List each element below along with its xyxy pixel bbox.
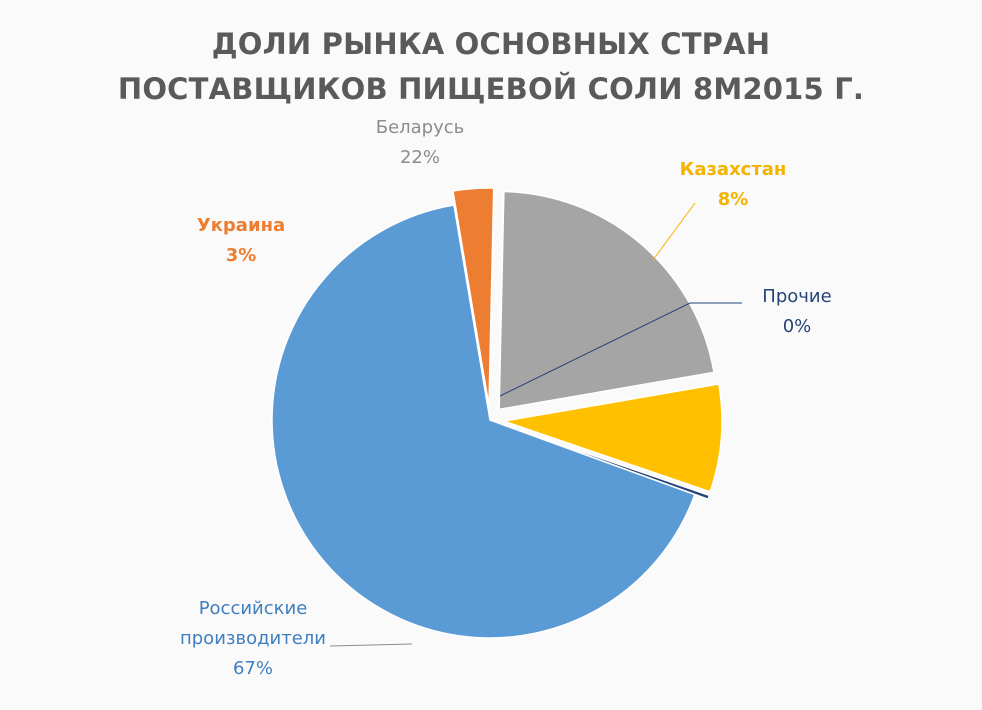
pie-slice-3 bbox=[503, 383, 723, 493]
chart-title: ДОЛИ РЫНКА ОСНОВНЫХ СТРАН ПОСТАВЩИКОВ ПИ… bbox=[0, 22, 982, 112]
data-label-category-1: Украина bbox=[197, 215, 285, 236]
data-label-value-4: 0% bbox=[783, 316, 812, 337]
pie-slice-1 bbox=[452, 187, 495, 407]
leader-line-0 bbox=[329, 643, 413, 647]
slices-layer bbox=[271, 187, 723, 639]
data-label-value-0: 67% bbox=[233, 658, 273, 679]
labels-layer: Российские производители 67% Украина 3% Белар… bbox=[180, 117, 832, 679]
leader-line-4 bbox=[499, 302, 742, 397]
data-label-category-0: производители bbox=[180, 628, 326, 649]
leader-line-3 bbox=[652, 202, 696, 261]
data-label-category-2: Беларусь bbox=[376, 117, 465, 138]
data-label-value-1: 3% bbox=[226, 245, 257, 266]
data-label-value-3: 8% bbox=[718, 189, 749, 210]
data-label-category-3: Казахстан bbox=[680, 159, 787, 180]
pie-slice-4 bbox=[502, 423, 711, 501]
pie-slice-2 bbox=[498, 190, 715, 411]
data-label-category-4: Прочие bbox=[762, 286, 831, 307]
leader-lines-layer bbox=[329, 202, 742, 647]
data-label-value-2: 22% bbox=[400, 147, 440, 168]
chart-title-line-2: ПОСТАВЩИКОВ ПИЩЕВОЙ СОЛИ 8М2015 Г. bbox=[117, 72, 865, 106]
chart-title-line-1: ДОЛИ РЫНКА ОСНОВНЫХ СТРАН bbox=[211, 27, 771, 61]
pie-slice-0 bbox=[271, 204, 696, 639]
data-label-category-0: Российские bbox=[199, 598, 308, 619]
